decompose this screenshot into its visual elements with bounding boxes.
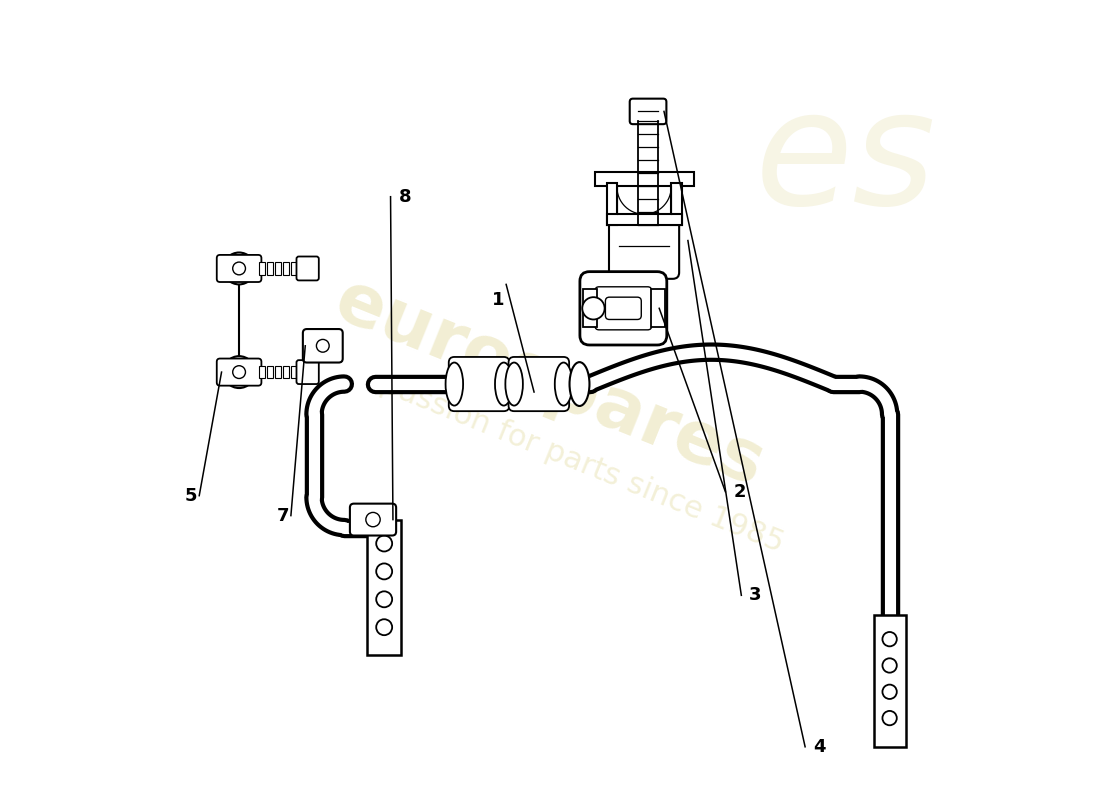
Text: 1: 1 (492, 291, 505, 310)
FancyBboxPatch shape (302, 329, 343, 362)
Bar (595, 172, 693, 186)
Bar (283, 366, 289, 378)
Text: passion for parts since 1985: passion for parts since 1985 (376, 370, 788, 558)
Circle shape (376, 535, 393, 551)
Bar (290, 262, 297, 275)
Bar (283, 262, 289, 275)
Text: es: es (755, 83, 936, 238)
Text: 3: 3 (749, 586, 762, 604)
Circle shape (582, 297, 605, 319)
FancyBboxPatch shape (629, 98, 667, 124)
Circle shape (882, 658, 896, 673)
Bar (606, 183, 617, 225)
Bar (290, 366, 297, 378)
Ellipse shape (570, 362, 590, 406)
Circle shape (233, 262, 245, 275)
FancyBboxPatch shape (350, 504, 396, 535)
Circle shape (882, 711, 896, 726)
Text: 5: 5 (185, 486, 198, 505)
Bar (267, 366, 274, 378)
Circle shape (366, 513, 381, 526)
FancyBboxPatch shape (508, 357, 569, 411)
Circle shape (376, 619, 393, 635)
Polygon shape (873, 615, 905, 746)
Circle shape (882, 632, 896, 646)
Bar (583, 289, 597, 327)
Circle shape (233, 366, 245, 378)
Circle shape (223, 356, 255, 388)
Ellipse shape (505, 362, 522, 406)
FancyBboxPatch shape (297, 257, 319, 281)
Bar (651, 289, 666, 327)
Text: 4: 4 (813, 738, 826, 756)
Bar (606, 214, 682, 225)
Ellipse shape (446, 362, 463, 406)
Circle shape (882, 685, 896, 699)
FancyBboxPatch shape (217, 255, 262, 282)
Ellipse shape (554, 362, 572, 406)
Bar (258, 366, 265, 378)
Bar (258, 262, 265, 275)
Bar (275, 366, 282, 378)
FancyBboxPatch shape (580, 272, 667, 345)
Circle shape (223, 253, 255, 285)
Bar (671, 183, 682, 225)
Text: eurospares: eurospares (326, 266, 774, 502)
Ellipse shape (495, 362, 513, 406)
Circle shape (376, 563, 393, 579)
Text: 7: 7 (277, 506, 289, 525)
Bar (267, 262, 274, 275)
FancyBboxPatch shape (449, 357, 509, 411)
FancyBboxPatch shape (217, 358, 262, 386)
Circle shape (317, 339, 329, 352)
Text: 2: 2 (734, 482, 746, 501)
Text: 8: 8 (398, 188, 411, 206)
Polygon shape (367, 519, 400, 655)
Bar (275, 262, 282, 275)
FancyBboxPatch shape (297, 360, 319, 384)
Circle shape (376, 591, 393, 607)
FancyBboxPatch shape (609, 218, 679, 279)
